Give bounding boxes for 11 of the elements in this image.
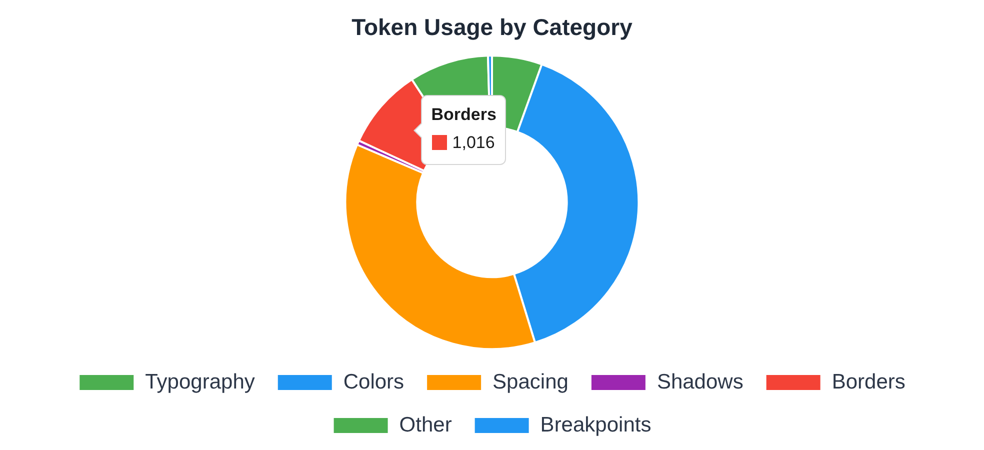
legend-label: Spacing bbox=[492, 370, 568, 394]
legend-label: Colors bbox=[343, 370, 404, 394]
slice-label: Borders bbox=[431, 104, 496, 126]
legend-label: Borders bbox=[832, 370, 906, 394]
legend-label: Shadows bbox=[656, 370, 744, 394]
legend-label: Breakpoints bbox=[540, 413, 652, 436]
legend-label: Other bbox=[399, 413, 452, 436]
data-label: 1,016 bbox=[452, 132, 495, 154]
tooltip: Borders 1,016 bbox=[414, 94, 506, 165]
chart-title: Token Usage by Category bbox=[352, 14, 633, 40]
legend-label: Typography bbox=[145, 370, 256, 394]
